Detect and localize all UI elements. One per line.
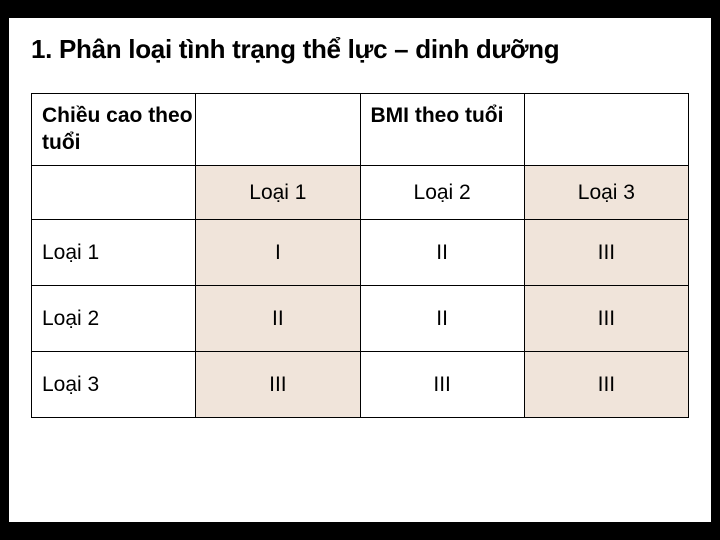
- row-label: Loại 3: [32, 352, 196, 418]
- column-header: Loại 2: [360, 166, 524, 220]
- table-cell: II: [360, 286, 524, 352]
- table-subheader-row: Loại 1 Loại 2 Loại 3: [32, 166, 689, 220]
- classification-table: Chiều cao theo tuổi BMI theo tuổi Loại 1…: [31, 93, 689, 418]
- table-cell: III: [524, 352, 688, 418]
- table-cell: III: [524, 220, 688, 286]
- table-cell: III: [360, 352, 524, 418]
- table-cell: II: [360, 220, 524, 286]
- row-label: Loại 2: [32, 286, 196, 352]
- bmi-header-label: BMI theo tuổi: [360, 94, 524, 166]
- table-cell: III: [196, 352, 360, 418]
- table-cell: I: [196, 220, 360, 286]
- row-header-label: Chiều cao theo tuổi: [32, 94, 196, 166]
- empty-cell: [32, 166, 196, 220]
- table: Chiều cao theo tuổi BMI theo tuổi Loại 1…: [31, 93, 689, 418]
- slide-container: 1. Phân loại tình trạng thể lực – dinh d…: [9, 18, 711, 522]
- row-label: Loại 1: [32, 220, 196, 286]
- empty-header-cell: [524, 94, 688, 166]
- table-cell: III: [524, 286, 688, 352]
- slide-title: 1. Phân loại tình trạng thể lực – dinh d…: [31, 34, 559, 65]
- table-row: Loại 1 I II III: [32, 220, 689, 286]
- table-row: Loại 2 II II III: [32, 286, 689, 352]
- table-cell: II: [196, 286, 360, 352]
- empty-header-cell: [196, 94, 360, 166]
- table-header-row: Chiều cao theo tuổi BMI theo tuổi: [32, 94, 689, 166]
- table-row: Loại 3 III III III: [32, 352, 689, 418]
- column-header: Loại 1: [196, 166, 360, 220]
- column-header: Loại 3: [524, 166, 688, 220]
